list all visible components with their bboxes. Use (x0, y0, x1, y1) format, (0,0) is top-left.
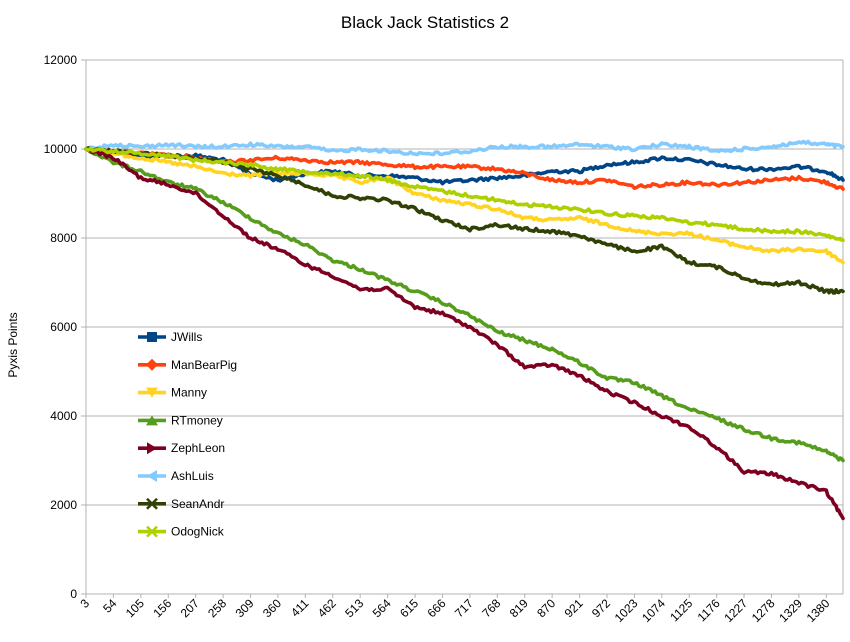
legend-label: ZephLeon (171, 441, 225, 455)
legend-label: Manny (171, 386, 207, 400)
legend-item-manbearpig: ManBearPig (138, 358, 237, 372)
series-line-manny (84, 146, 845, 265)
legend-marker (146, 387, 158, 398)
series-line-seanandr (84, 146, 845, 295)
legend-marker (146, 415, 158, 426)
legend-marker (147, 442, 157, 455)
x-tick-label: 207 (178, 596, 202, 620)
legend-label: OdogNick (171, 525, 225, 539)
x-tick-label: 462 (315, 596, 339, 620)
chart-title: Black Jack Statistics 2 (340, 13, 510, 32)
legend-item-jwills: JWills (138, 330, 202, 344)
series-line-rtmoney (84, 147, 845, 463)
y-tick-label: 12000 (44, 53, 78, 67)
x-tick-label: 1227 (721, 596, 750, 625)
x-tick-label: 615 (397, 596, 421, 620)
legend-marker (146, 525, 158, 538)
y-tick-label: 2000 (50, 498, 77, 512)
x-tick-label: 105 (123, 596, 147, 620)
series-line-ashluis (84, 139, 845, 157)
x-tick-label: 870 (534, 596, 558, 620)
x-tick-label: 1176 (695, 596, 723, 624)
x-tick-label: 1023 (612, 596, 641, 625)
legend-marker (147, 470, 157, 482)
series-line-odognick (84, 146, 845, 242)
x-tick-label: 1380 (804, 596, 833, 625)
x-tick-label: 717 (452, 596, 476, 620)
x-tick-label: 972 (589, 596, 613, 620)
y-tick-label: 0 (70, 587, 77, 601)
y-tick-label: 4000 (50, 409, 77, 423)
legend-label: JWills (171, 330, 202, 344)
legend-label: AshLuis (171, 469, 214, 483)
x-tick-label: 258 (205, 596, 229, 620)
x-tick-label: 156 (150, 596, 174, 620)
legend-item-rtmoney: RTmoney (138, 413, 223, 427)
legend-item-zephleon: ZephLeon (138, 441, 225, 455)
series-layer (84, 139, 845, 521)
x-tick-label: 309 (233, 596, 257, 620)
x-tick-label: 513 (342, 596, 366, 620)
axes: 0 2000 4000 6000 8000 10000 12000 3 54 105 156 207 2… (44, 53, 844, 625)
series-line-zephleon (84, 147, 845, 521)
x-tick-label: 1329 (776, 596, 805, 625)
x-tick-label: 819 (507, 596, 531, 620)
x-tick-label: 768 (479, 596, 503, 620)
x-tick-label: 1125 (667, 596, 695, 624)
legend-item-seanandr: SeanAndr (138, 497, 224, 511)
legend-label: ManBearPig (171, 358, 237, 372)
y-tick-label: 8000 (50, 231, 77, 245)
legend-item-odognick: OdogNick (138, 525, 225, 539)
legend-item-manny: Manny (138, 386, 207, 400)
legend-marker (146, 497, 158, 510)
marker-stroke (146, 497, 158, 510)
y-tick-label: 6000 (50, 320, 77, 334)
x-tick-label: 3 (77, 596, 92, 611)
marker-stroke (146, 525, 158, 538)
legend-marker (147, 332, 157, 342)
legend-label: RTmoney (171, 413, 223, 427)
x-tick-label: 1278 (749, 596, 778, 625)
legend-marker (146, 358, 158, 371)
x-tick-label: 564 (370, 596, 394, 620)
x-tick-label: 360 (260, 596, 284, 620)
x-tick-label: 411 (288, 596, 312, 620)
x-tick-label: 666 (425, 596, 449, 620)
legend: JWills ManBearPig Manny RTmoney ZephLeon AshL… (138, 330, 237, 539)
y-tick-label: 10000 (44, 142, 78, 156)
x-tick-label: 54 (100, 596, 120, 616)
x-tick-label: 1074 (639, 596, 668, 625)
legend-item-ashluis: AshLuis (138, 469, 214, 483)
x-tick-label: 921 (562, 596, 586, 620)
grid-lines (86, 59, 843, 595)
legend-label: SeanAndr (171, 497, 224, 511)
